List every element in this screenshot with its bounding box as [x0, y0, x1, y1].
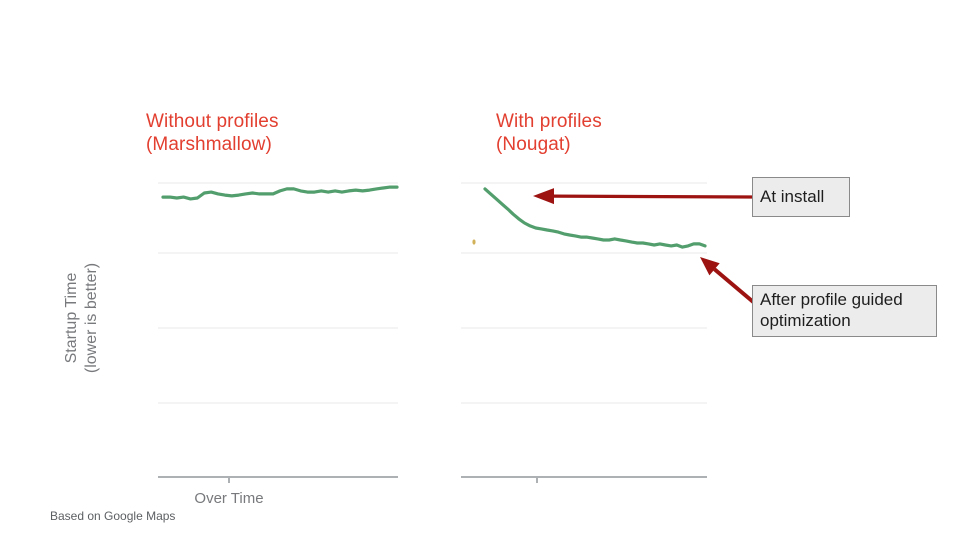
annotation-at-install-label: At install: [760, 187, 825, 206]
after-pgo-arrow-head: [700, 257, 720, 276]
annotation-after-pgo-label: After profile guided optimization: [760, 290, 903, 330]
left-chart-title-line1: Without profiles: [146, 111, 279, 132]
right-chart-title: With profiles (Nougat): [496, 110, 602, 156]
y-axis-label-line2: (lower is better): [83, 262, 100, 374]
y-axis-label-line1: Startup Time: [63, 272, 80, 364]
at-install-arrow-shaft: [553, 194, 753, 199]
left-chart-title: Without profiles (Marshmallow): [146, 110, 279, 156]
left-series-line: [161, 185, 399, 201]
at-install-arrow-head: [533, 188, 554, 205]
after-pgo-arrow-shaft: [713, 267, 760, 308]
annotation-box-after-pgo: After profile guided optimization: [752, 285, 937, 337]
annotation-box-at-install: At install: [752, 177, 850, 217]
x-axis-label: Over Time: [194, 490, 264, 507]
right-chart-title-line2: (Nougat): [496, 134, 571, 155]
y-axis-label: Startup Time (lower is better): [62, 238, 102, 398]
left-chart-title-line2: (Marshmallow): [146, 134, 272, 155]
stray-dot: [472, 239, 476, 245]
right-series-line: [483, 187, 707, 249]
right-chart-title-line1: With profiles: [496, 111, 602, 132]
source-note: Based on Google Maps: [50, 509, 176, 523]
